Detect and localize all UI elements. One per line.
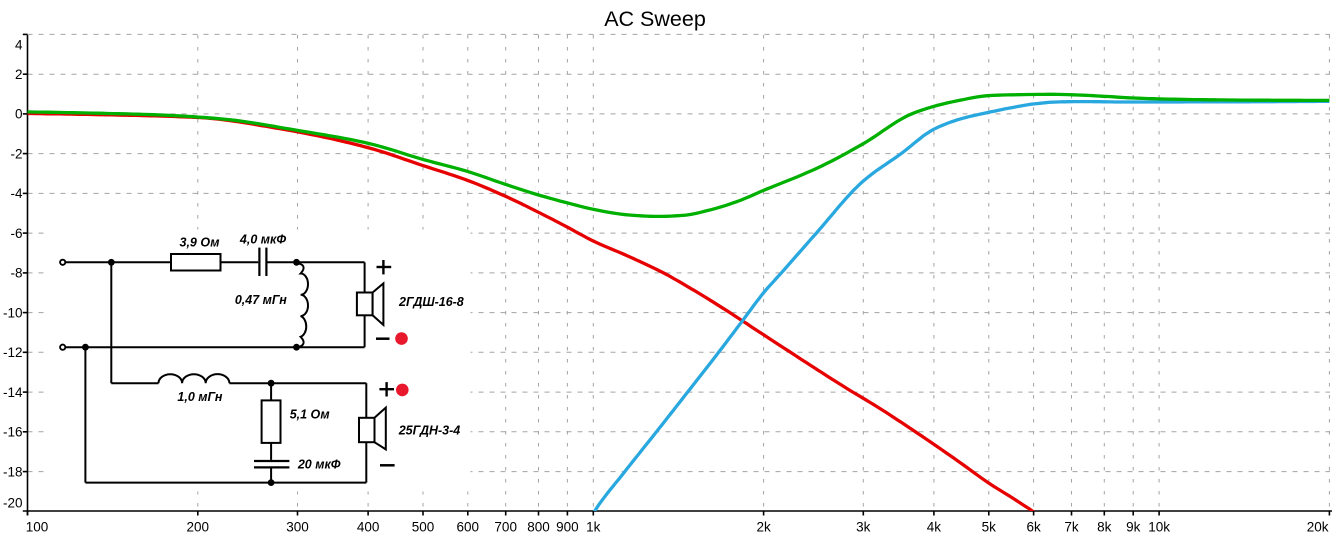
svg-text:-10: -10: [3, 305, 23, 320]
svg-text:10k: 10k: [1148, 520, 1170, 535]
svg-text:4,0 мкФ: 4,0 мкФ: [239, 233, 286, 247]
svg-text:-14: -14: [3, 385, 23, 400]
svg-text:1k: 1k: [586, 520, 601, 535]
svg-text:AC Sweep: AC Sweep: [604, 7, 706, 31]
svg-text:-20: -20: [3, 496, 23, 511]
svg-text:2: 2: [15, 67, 23, 82]
svg-text:-6: -6: [10, 226, 22, 241]
svg-text:-12: -12: [3, 345, 23, 360]
svg-text:5,1 Ом: 5,1 Ом: [290, 408, 330, 422]
svg-text:500: 500: [412, 520, 435, 535]
svg-text:3,9 Ом: 3,9 Ом: [180, 236, 220, 250]
svg-text:600: 600: [457, 520, 480, 535]
svg-text:-2: -2: [10, 146, 22, 161]
svg-text:900: 900: [556, 520, 579, 535]
svg-text:200: 200: [187, 520, 210, 535]
svg-text:0: 0: [15, 107, 23, 122]
svg-text:9k: 9k: [1126, 520, 1141, 535]
svg-text:3k: 3k: [856, 520, 871, 535]
svg-text:2ГДШ-16-8: 2ГДШ-16-8: [398, 295, 464, 309]
svg-text:-18: -18: [3, 464, 23, 479]
svg-text:2k: 2k: [756, 520, 771, 535]
svg-text:20k: 20k: [1307, 520, 1329, 535]
svg-text:700: 700: [494, 520, 517, 535]
svg-text:-16: -16: [3, 425, 23, 440]
svg-text:400: 400: [357, 520, 380, 535]
svg-text:6k: 6k: [1026, 520, 1041, 535]
svg-text:5k: 5k: [982, 520, 997, 535]
svg-text:25ГДН-3-4: 25ГДН-3-4: [398, 423, 461, 437]
svg-text:-8: -8: [10, 266, 22, 281]
svg-text:1,0 мГн: 1,0 мГн: [177, 390, 222, 404]
svg-text:4k: 4k: [927, 520, 942, 535]
svg-text:7k: 7k: [1064, 520, 1079, 535]
svg-text:-4: -4: [10, 186, 22, 201]
svg-text:300: 300: [286, 520, 309, 535]
svg-text:4: 4: [15, 37, 23, 52]
svg-text:0,47 мГн: 0,47 мГн: [235, 293, 287, 307]
svg-text:20 мкФ: 20 мкФ: [297, 457, 341, 471]
svg-text:800: 800: [527, 520, 550, 535]
svg-text:8k: 8k: [1097, 520, 1112, 535]
svg-text:100: 100: [26, 520, 49, 535]
